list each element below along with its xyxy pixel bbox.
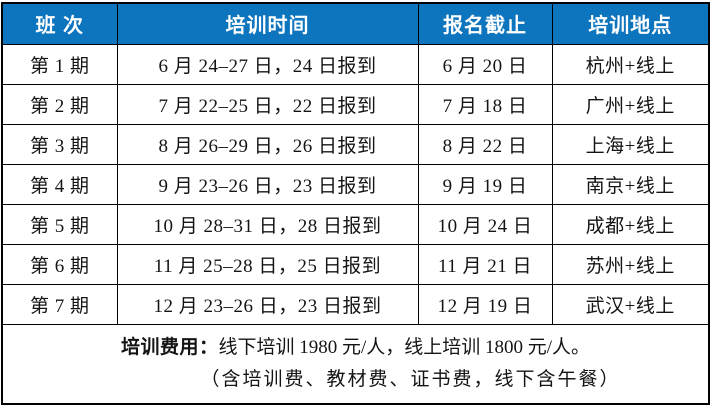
header-time: 培训时间 bbox=[116, 2, 419, 45]
session-cell: 第 5 期 bbox=[1, 203, 118, 245]
session-cell: 第 7 期 bbox=[1, 283, 118, 325]
table-row: 第 7 期 12 月 23–26 日，23 日报到 12 月 19 日 武汉+线… bbox=[1, 283, 710, 325]
deadline-cell: 11 月 21 日 bbox=[417, 243, 553, 285]
time-cell: 9 月 23–26 日，23 日报到 bbox=[116, 163, 419, 205]
table-row: 第 6 期 11 月 25–28 日，25 日报到 11 月 21 日 苏州+线… bbox=[1, 243, 710, 285]
session-cell: 第 3 期 bbox=[1, 123, 118, 165]
fee-line-1: 培训费用：线下培训 1980 元/人，线上培训 1800 元/人。 bbox=[11, 331, 700, 365]
time-cell: 6 月 24–27 日，24 日报到 bbox=[116, 43, 419, 85]
deadline-cell: 10 月 24 日 bbox=[417, 203, 553, 245]
fee-text: 线下培训 1980 元/人，线上培训 1800 元/人。 bbox=[218, 336, 591, 358]
deadline-cell: 6 月 20 日 bbox=[417, 43, 553, 85]
fee-label: 培训费用： bbox=[120, 336, 219, 358]
deadline-cell: 9 月 19 日 bbox=[417, 163, 553, 205]
fee-line-2: （含培训费、教材费、证书费，线下含午餐） bbox=[200, 368, 621, 390]
session-cell: 第 2 期 bbox=[1, 83, 118, 125]
header-deadline: 报名截止 bbox=[417, 2, 553, 45]
session-cell: 第 1 期 bbox=[1, 43, 118, 85]
table-row: 第 2 期 7 月 22–25 日，22 日报到 7 月 18 日 广州+线上 bbox=[1, 83, 710, 125]
table-row: 第 3 期 8 月 26–29 日，26 日报到 8 月 22 日 上海+线上 bbox=[1, 123, 710, 165]
location-cell: 杭州+线上 bbox=[551, 43, 710, 85]
location-cell: 广州+线上 bbox=[551, 83, 710, 125]
table-row: 第 4 期 9 月 23–26 日，23 日报到 9 月 19 日 南京+线上 bbox=[1, 163, 710, 205]
table-row: 第 5 期 10 月 28–31 日，28 日报到 10 月 24 日 成都+线… bbox=[1, 203, 710, 245]
header-row: 班 次 培训时间 报名截止 培训地点 bbox=[1, 2, 710, 45]
time-cell: 10 月 28–31 日，28 日报到 bbox=[116, 203, 419, 245]
session-cell: 第 6 期 bbox=[1, 243, 118, 285]
location-cell: 南京+线上 bbox=[551, 163, 710, 205]
fee-row: 培训费用：线下培训 1980 元/人，线上培训 1800 元/人。 （含培训费、… bbox=[1, 323, 710, 404]
deadline-cell: 7 月 18 日 bbox=[417, 83, 553, 125]
location-cell: 苏州+线上 bbox=[551, 243, 710, 285]
header-location: 培训地点 bbox=[551, 2, 710, 45]
session-cell: 第 4 期 bbox=[1, 163, 118, 205]
fee-info-cell: 培训费用：线下培训 1980 元/人，线上培训 1800 元/人。 （含培训费、… bbox=[1, 323, 710, 404]
time-cell: 7 月 22–25 日，22 日报到 bbox=[116, 83, 419, 125]
location-cell: 上海+线上 bbox=[551, 123, 710, 165]
deadline-cell: 8 月 22 日 bbox=[417, 123, 553, 165]
time-cell: 11 月 25–28 日，25 日报到 bbox=[116, 243, 419, 285]
header-session: 班 次 bbox=[1, 2, 118, 45]
time-cell: 12 月 23–26 日，23 日报到 bbox=[116, 283, 419, 325]
time-cell: 8 月 26–29 日，26 日报到 bbox=[116, 123, 419, 165]
location-cell: 成都+线上 bbox=[551, 203, 710, 245]
deadline-cell: 12 月 19 日 bbox=[417, 283, 553, 325]
location-cell: 武汉+线上 bbox=[551, 283, 710, 325]
table-row: 第 1 期 6 月 24–27 日，24 日报到 6 月 20 日 杭州+线上 bbox=[1, 43, 710, 85]
